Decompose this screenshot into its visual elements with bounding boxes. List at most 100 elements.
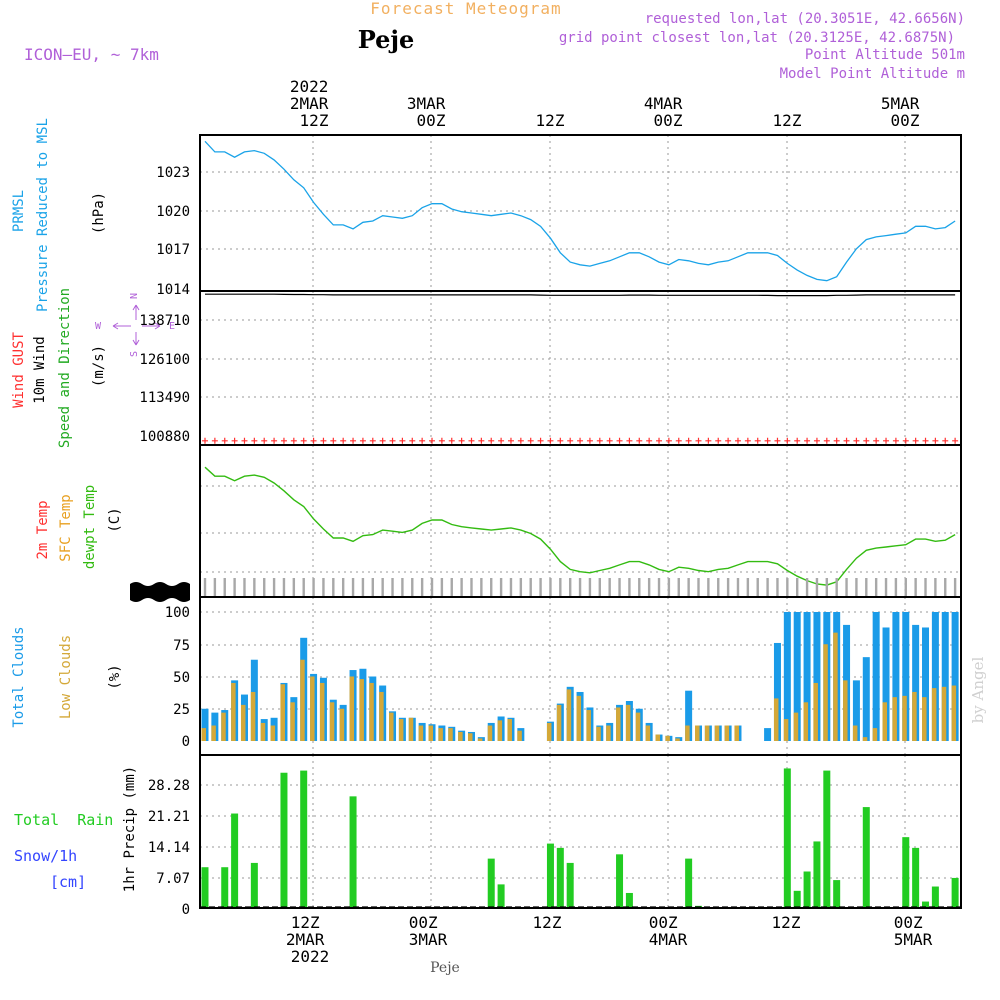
barb-stub-22 xyxy=(420,578,424,597)
compass-north: N xyxy=(129,293,140,299)
low-cloud-bar-41 xyxy=(606,725,611,741)
barb-stub-41 xyxy=(608,578,611,597)
low-cloud-bar-68 xyxy=(872,728,878,741)
barb-stub-40 xyxy=(598,578,601,597)
wind-gust-point-41 xyxy=(606,437,613,444)
rain-bar-10 xyxy=(300,770,308,908)
clouds-tick-100: 100 xyxy=(165,605,190,621)
total-cloud-bar-72 xyxy=(912,624,920,741)
panel-frame-pressure xyxy=(199,134,962,292)
wind-gust-point-28 xyxy=(478,437,485,444)
barb-stub-8 xyxy=(282,578,286,597)
low-cloud-bar-52 xyxy=(714,725,720,741)
barb-stub-26 xyxy=(460,578,463,597)
rain-bar-71 xyxy=(902,837,910,908)
low-cloud-bar-62 xyxy=(813,682,818,741)
top-axis-label-2: 3MAR 00Z xyxy=(407,94,455,130)
wind-gust-point-58 xyxy=(774,437,781,444)
barb-stub-1 xyxy=(213,578,217,597)
low-cloud-bar-26 xyxy=(458,731,463,741)
barb-stub-23 xyxy=(430,578,434,597)
wind-gust-point-26 xyxy=(458,437,465,444)
wind-gust-point-51 xyxy=(705,437,712,444)
barb-stub-19 xyxy=(391,578,394,597)
barb-stub-49 xyxy=(687,578,690,597)
barb-stub-56 xyxy=(756,578,759,597)
total-cloud-bar-70 xyxy=(892,612,900,741)
low-cloud-bar-63 xyxy=(823,644,828,741)
wind-gust-point-8 xyxy=(280,437,287,444)
wind-gust-point-48 xyxy=(675,437,682,444)
wind-gust-point-54 xyxy=(734,437,741,444)
wind-gust-point-45 xyxy=(646,437,653,444)
low-cloud-bar-10 xyxy=(300,659,305,741)
pressure-tick-1014: 1014 xyxy=(156,282,190,298)
barb-stub-47 xyxy=(667,578,671,597)
low-cloud-bar-73 xyxy=(922,697,927,741)
clouds-unit: (%) xyxy=(107,664,123,689)
wind-gust-point-38 xyxy=(577,437,584,444)
barb-stub-48 xyxy=(677,578,680,597)
barb-stub-76 xyxy=(953,578,957,597)
wind-gust-point-66 xyxy=(853,437,860,444)
top-axis-label-4-line-2: 00Z xyxy=(654,111,683,130)
wind-gust-point-9 xyxy=(290,437,297,444)
top-axis-label-2-line-1: 3MAR xyxy=(407,94,446,113)
bottom-axis-label-1-line-1: 12Z xyxy=(291,913,320,932)
low-cloud-bar-71 xyxy=(902,695,907,741)
top-axis-label-1-line-3: 12Z xyxy=(300,111,329,130)
barb-stub-30 xyxy=(499,578,503,597)
location-title: Peje xyxy=(358,25,415,54)
barb-stub-65 xyxy=(845,578,848,597)
rain-bar-61 xyxy=(803,871,811,908)
wind-gust-point-56 xyxy=(754,437,761,444)
clouds-tick-50: 50 xyxy=(173,670,190,686)
low-cloud-bar-14 xyxy=(339,708,345,741)
snow-label: Snow/1h xyxy=(14,847,77,865)
barb-stub-0 xyxy=(203,578,207,597)
footer-location: Peje xyxy=(430,960,460,976)
clouds-panel-labels: Total Clouds Low Clouds (%) 100 75 50 25… xyxy=(11,605,190,750)
barb-stub-3 xyxy=(233,578,236,597)
wind-gust-point-42 xyxy=(616,437,623,444)
wind-gust-point-50 xyxy=(695,437,702,444)
low-cloud-bar-16 xyxy=(359,679,364,741)
wind-10m-series-line xyxy=(205,293,956,297)
compass-arrows xyxy=(112,304,161,346)
barb-stub-61 xyxy=(805,578,809,597)
pressure-tick-1017: 1017 xyxy=(156,242,190,258)
low-cloud-bar-61 xyxy=(803,702,809,741)
low-cloud-bar-49 xyxy=(685,725,690,741)
top-axis-label-1: 2022 2MAR 12Z xyxy=(290,77,338,130)
barb-stub-13 xyxy=(332,578,335,597)
wind-gust-point-31 xyxy=(507,437,514,444)
low-cloud-bar-3 xyxy=(231,682,236,741)
wind-gust-point-65 xyxy=(843,437,850,444)
total-cloud-bar-69 xyxy=(882,627,890,741)
barb-stub-63 xyxy=(825,578,829,597)
top-axis-label-6: 5MAR 00Z xyxy=(881,94,929,130)
temp-2m-label: 2m Temp xyxy=(35,500,51,559)
wind-gust-point-13 xyxy=(330,437,337,444)
low-cloud-bar-58 xyxy=(773,698,779,741)
bottom-axis-label-4: 00Z 4MAR xyxy=(649,913,688,949)
wind-gust-point-5 xyxy=(251,437,258,444)
wind-gust-point-46 xyxy=(656,437,663,444)
low-cloud-bar-38 xyxy=(576,695,582,741)
frame-layer xyxy=(199,134,962,909)
bottom-axis-label-2-line-1: 00Z xyxy=(409,913,438,932)
barb-stub-14 xyxy=(341,578,345,597)
barb-stub-59 xyxy=(786,578,789,597)
barb-stub-12 xyxy=(322,578,325,597)
precip-tick-28: 28.28 xyxy=(148,778,190,794)
bottom-axis-label-1: 12Z 2MAR 2022 xyxy=(286,913,334,966)
low-cloud-bar-0 xyxy=(201,728,206,741)
top-axis-label-6-line-2: 00Z xyxy=(891,111,920,130)
barb-stub-66 xyxy=(855,578,858,597)
barb-stub-21 xyxy=(411,578,414,597)
wind-gust-point-0 xyxy=(202,437,208,444)
bottom-axis-label-1-line-3: 2022 xyxy=(291,947,330,966)
temp-axis-glyphs xyxy=(130,582,190,602)
pressure-tick-1023: 1023 xyxy=(156,165,190,181)
